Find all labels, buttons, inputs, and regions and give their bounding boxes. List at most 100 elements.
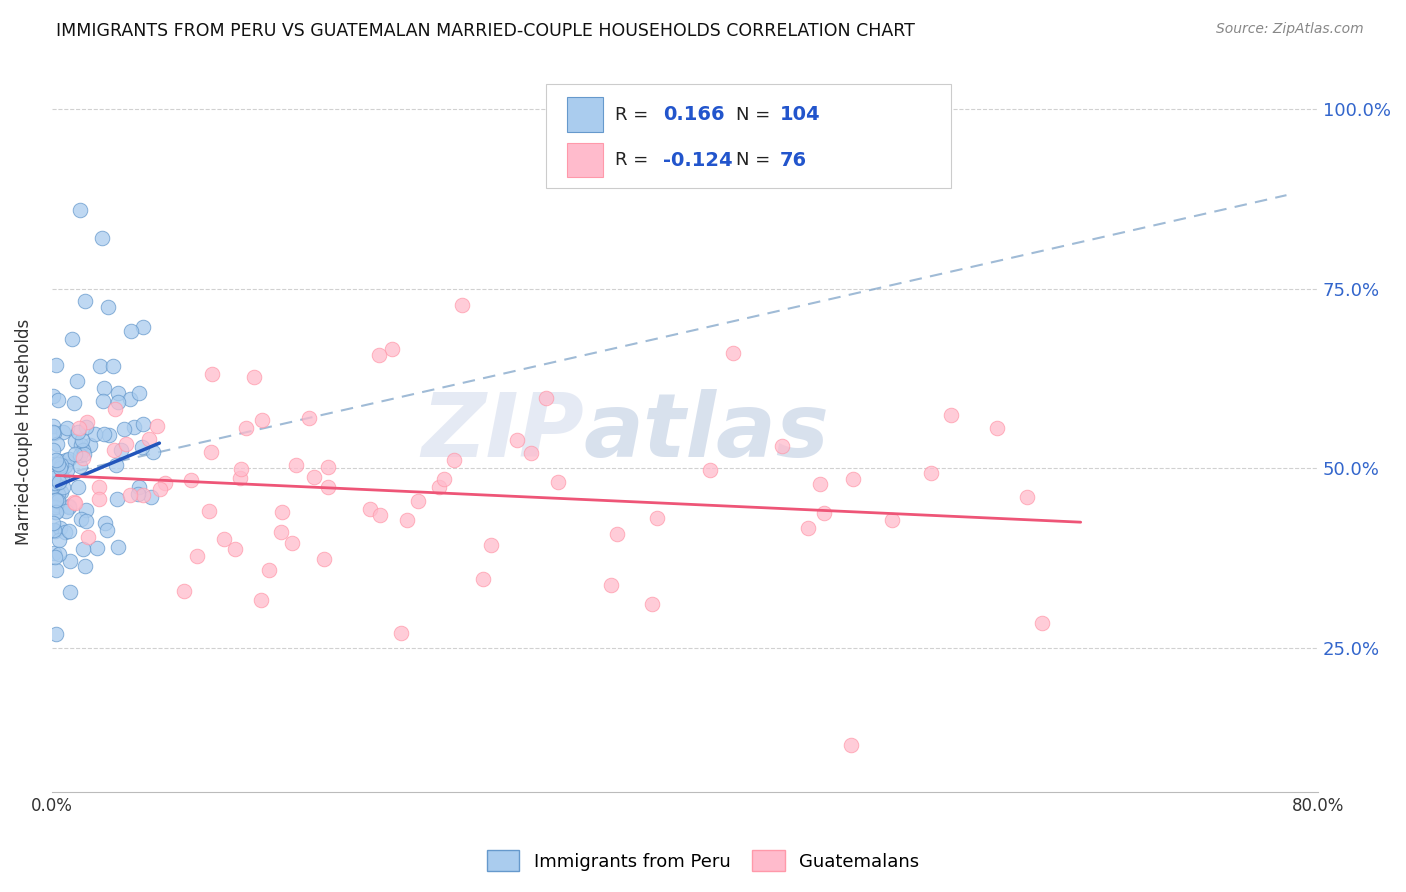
Point	[45, 359, 67, 373]
Point	[271, 505, 294, 519]
Point	[699, 463, 721, 477]
Text: ZIP: ZIP	[420, 389, 583, 475]
Point	[770, 439, 793, 453]
Point	[46, 437, 69, 451]
Point	[45, 563, 67, 577]
Point	[120, 324, 142, 338]
Point	[451, 298, 474, 312]
Point	[42, 389, 65, 403]
Point	[48, 533, 70, 547]
Point	[91, 393, 114, 408]
Point	[66, 480, 89, 494]
Point	[55, 504, 77, 518]
Point	[842, 472, 865, 486]
Point	[59, 554, 82, 568]
Point	[45, 493, 67, 508]
Point	[368, 508, 391, 522]
Point	[79, 438, 101, 452]
Point	[941, 409, 963, 423]
Point	[197, 504, 219, 518]
Point	[479, 538, 502, 552]
Text: -0.124: -0.124	[664, 151, 733, 169]
Point	[284, 458, 307, 472]
Point	[53, 525, 76, 540]
Point	[58, 584, 80, 599]
Point	[72, 450, 94, 465]
Point	[395, 513, 418, 527]
Point	[55, 458, 77, 473]
Point	[42, 523, 65, 537]
Point	[58, 500, 80, 514]
Point	[73, 294, 96, 309]
Point	[63, 495, 86, 509]
Point	[606, 526, 628, 541]
Point	[45, 452, 67, 467]
Point	[280, 536, 302, 550]
Point	[302, 470, 325, 484]
Point	[107, 394, 129, 409]
Point	[49, 485, 72, 500]
Point	[87, 492, 110, 507]
Point	[231, 462, 253, 476]
Point	[142, 444, 165, 458]
Point	[270, 525, 292, 540]
Point	[75, 503, 97, 517]
Point	[986, 420, 1008, 434]
Point	[97, 300, 120, 314]
Point	[104, 458, 127, 473]
Point	[42, 471, 65, 485]
Point	[72, 542, 94, 557]
Point	[58, 452, 80, 467]
Point	[112, 422, 135, 436]
Point	[128, 480, 150, 494]
Text: 76: 76	[780, 151, 807, 169]
Point	[641, 597, 664, 611]
Point	[42, 516, 65, 531]
Point	[70, 433, 93, 447]
Text: IMMIGRANTS FROM PERU VS GUATEMALAN MARRIED-COUPLE HOUSEHOLDS CORRELATION CHART: IMMIGRANTS FROM PERU VS GUATEMALAN MARRI…	[56, 22, 915, 40]
Point	[45, 626, 67, 640]
Point	[51, 470, 73, 484]
Point	[42, 419, 65, 434]
Point	[122, 420, 145, 434]
Point	[44, 524, 66, 538]
Point	[229, 471, 252, 485]
Text: N =: N =	[735, 105, 770, 123]
Point	[42, 546, 65, 560]
Point	[127, 486, 149, 500]
Text: R =: R =	[616, 151, 648, 169]
Point	[104, 401, 127, 416]
Point	[797, 521, 820, 535]
Point	[86, 541, 108, 555]
Point	[132, 488, 155, 502]
Point	[83, 427, 105, 442]
Point	[42, 479, 65, 493]
Point	[359, 501, 381, 516]
Point	[138, 432, 160, 446]
Point	[44, 500, 66, 514]
Point	[1017, 490, 1039, 504]
Point	[427, 480, 450, 494]
Point	[101, 359, 124, 374]
Point	[48, 454, 70, 468]
Point	[389, 626, 412, 640]
Point	[257, 563, 280, 577]
Point	[443, 453, 465, 467]
Point	[89, 481, 111, 495]
Point	[110, 443, 132, 458]
Point	[58, 524, 80, 538]
Point	[72, 442, 94, 457]
Point	[128, 385, 150, 400]
FancyBboxPatch shape	[567, 97, 603, 132]
FancyBboxPatch shape	[567, 143, 603, 178]
Text: atlas: atlas	[583, 389, 830, 475]
Point	[103, 443, 125, 458]
Point	[45, 498, 67, 512]
Point	[243, 370, 266, 384]
Point	[139, 491, 162, 505]
Point	[58, 500, 80, 514]
Point	[76, 415, 98, 429]
Point	[312, 552, 335, 566]
Point	[62, 396, 84, 410]
Point	[93, 426, 115, 441]
